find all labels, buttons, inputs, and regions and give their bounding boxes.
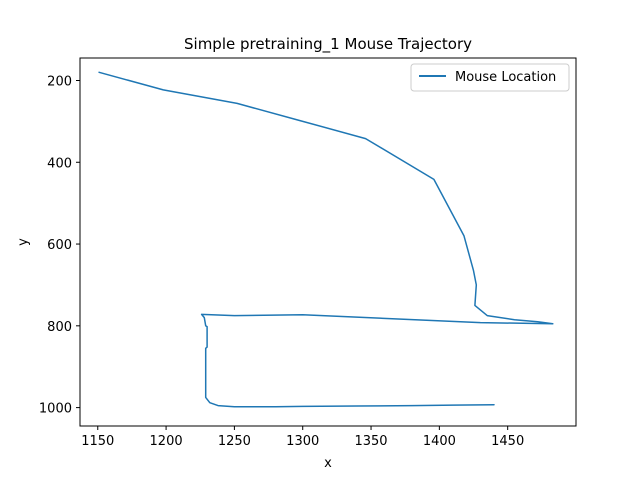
- legend-box: [410, 63, 570, 92]
- plot-frame: [79, 57, 577, 427]
- y-axis: 200 400 600 800 1000: [39, 74, 80, 417]
- x-axis: 1150 1200 1250 1300 1350 1400 1450: [81, 426, 524, 449]
- legend-entry-label: Mouse Location: [455, 70, 556, 85]
- x-tick-label: 1200: [150, 434, 183, 449]
- x-tick-label: 1150: [81, 434, 114, 449]
- y-tick-label: 1000: [39, 402, 72, 417]
- y-tick-label: 400: [47, 156, 72, 171]
- series-line-0: [98, 71, 554, 408]
- x-tick-label: 1400: [423, 434, 456, 449]
- y-axis-label: y: [16, 238, 31, 246]
- y-tick-label: 800: [47, 320, 72, 335]
- chart-title: Simple pretraining_1 Mouse Trajectory: [184, 35, 472, 54]
- y-tick-label: 600: [47, 238, 72, 253]
- legend: Mouse Location: [410, 63, 570, 92]
- x-tick-label: 1300: [286, 434, 319, 449]
- y-tick-label: 200: [47, 74, 72, 89]
- x-axis-label: x: [324, 456, 332, 471]
- x-tick-label: 1450: [491, 434, 524, 449]
- plot-area: [79, 57, 577, 427]
- x-tick-label: 1250: [218, 434, 251, 449]
- x-tick-label: 1350: [354, 434, 387, 449]
